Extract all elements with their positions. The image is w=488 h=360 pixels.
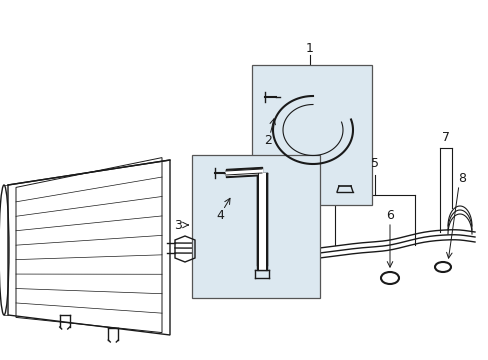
Text: 7: 7 — [441, 131, 449, 144]
Text: 5: 5 — [370, 157, 378, 170]
Text: 3: 3 — [174, 219, 182, 231]
Text: 4: 4 — [216, 208, 224, 221]
Text: 8: 8 — [457, 171, 465, 185]
Bar — [192, 155, 319, 298]
Text: 1: 1 — [305, 41, 313, 54]
Text: 6: 6 — [385, 208, 393, 221]
Text: 2: 2 — [264, 134, 271, 147]
Bar — [251, 65, 371, 205]
